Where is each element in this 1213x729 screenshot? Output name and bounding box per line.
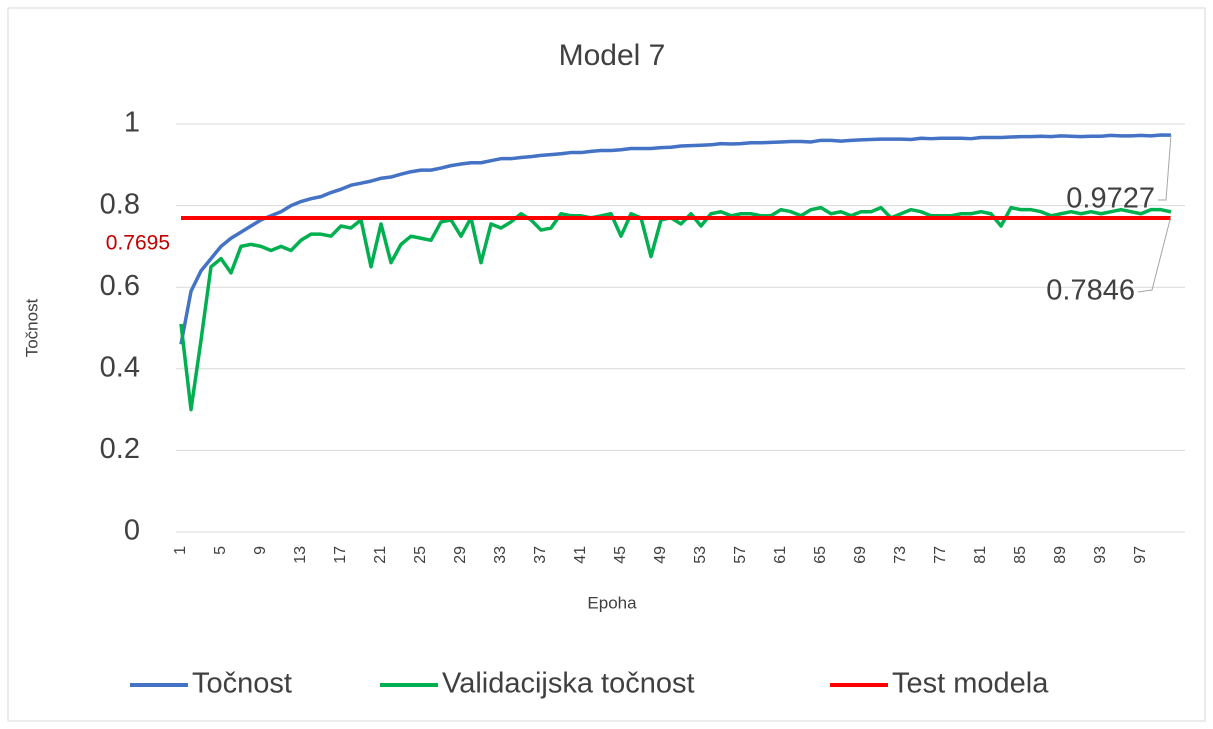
y-tick-label: 0.2 xyxy=(100,433,140,465)
data-label: 0.7695 xyxy=(106,232,170,255)
x-tick-label: 49 xyxy=(652,546,669,564)
chart-title: Model 7 xyxy=(559,39,666,72)
x-tick-label: 57 xyxy=(732,546,749,564)
line-series xyxy=(179,133,1172,345)
x-tick-label: 21 xyxy=(372,546,389,564)
data-label: 0.7846 xyxy=(1046,275,1135,307)
x-tick-label: 69 xyxy=(852,546,869,564)
x-tick-label: 29 xyxy=(452,546,469,564)
legend-label: Točnost xyxy=(192,668,292,700)
x-tick-label: 61 xyxy=(772,546,789,564)
y-tick-label: 0 xyxy=(124,515,140,547)
x-tick-label: 41 xyxy=(572,546,589,564)
leader-line xyxy=(1137,215,1172,293)
x-tick-label: 77 xyxy=(932,546,949,564)
y-tick-label: 1 xyxy=(124,107,140,139)
x-tick-label: 65 xyxy=(812,546,829,564)
x-tick-label: 97 xyxy=(1132,546,1149,564)
leader-line xyxy=(1158,135,1172,201)
x-tick-label: 1 xyxy=(172,546,189,555)
x-tick-label: 9 xyxy=(252,546,269,555)
x-tick-label: 89 xyxy=(1052,546,1069,564)
y-tick-label: 0.4 xyxy=(100,351,140,383)
y-tick-label: 0.6 xyxy=(100,270,140,302)
x-tick-label: 81 xyxy=(972,546,989,564)
x-axis-label: Epoha xyxy=(587,593,637,612)
x-tick-label: 33 xyxy=(492,546,509,564)
chart-frame xyxy=(7,7,1206,722)
legend-label: Test modela xyxy=(892,668,1049,700)
x-tick-label: 45 xyxy=(612,546,629,564)
x-tick-label: 37 xyxy=(532,546,549,564)
data-label: 0.9727 xyxy=(1066,183,1155,215)
y-axis-label: Točnost xyxy=(22,298,41,357)
x-tick-label: 85 xyxy=(1012,546,1029,564)
x-tick-label: 25 xyxy=(412,546,429,564)
x-tick-label: 17 xyxy=(332,546,349,564)
x-tick-label: 73 xyxy=(892,546,909,564)
y-tick-label: 0.8 xyxy=(100,188,140,220)
legend-label: Validacijska točnost xyxy=(442,668,695,700)
x-tick-label: 13 xyxy=(292,546,309,564)
x-tick-label: 53 xyxy=(692,546,709,564)
x-tick-label: 5 xyxy=(212,546,229,555)
x-tick-label: 93 xyxy=(1092,546,1109,564)
